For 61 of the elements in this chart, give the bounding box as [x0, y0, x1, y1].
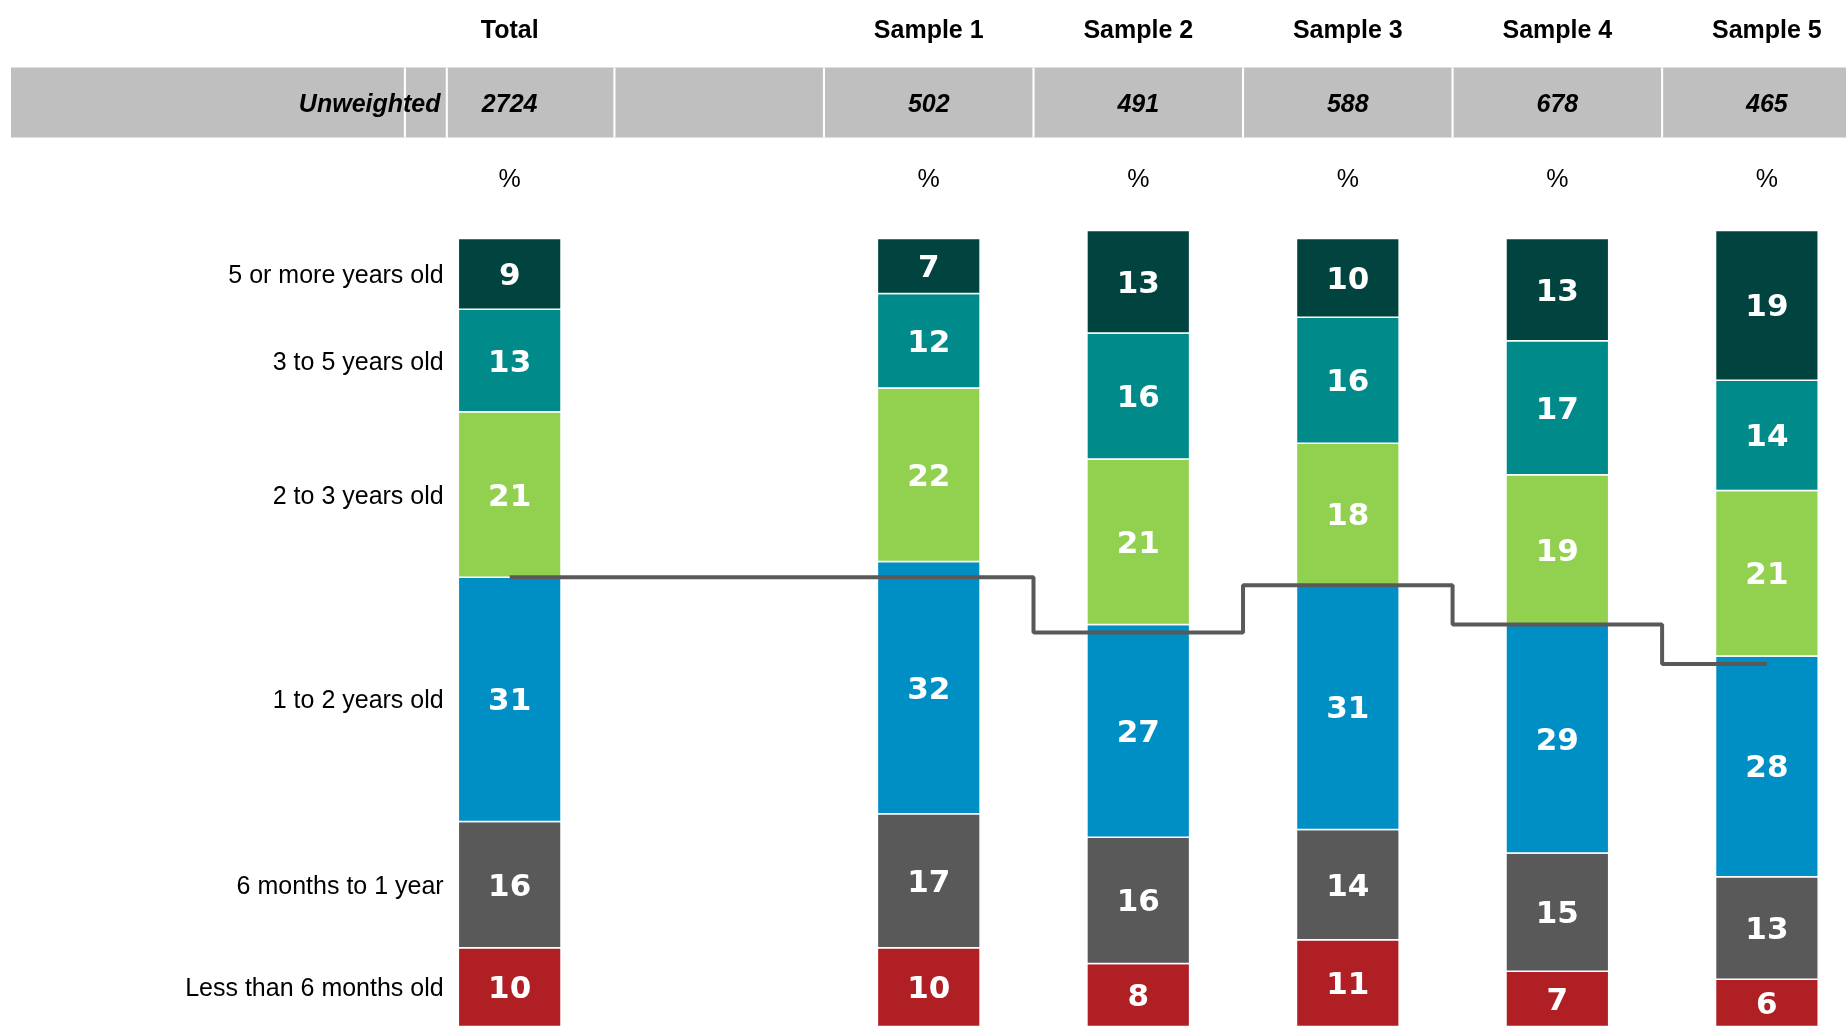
- data-label: 16: [1326, 362, 1370, 399]
- series-label: 6 months to 1 year: [236, 870, 444, 899]
- data-label: 8: [1127, 976, 1150, 1013]
- data-label: 11: [1326, 965, 1370, 1002]
- series-label: 1 to 2 years old: [272, 685, 444, 714]
- data-label: 18: [1326, 496, 1370, 533]
- series-label: Less than 6 months old: [185, 973, 444, 1002]
- data-label: 9: [498, 255, 521, 292]
- x-tick-label: Sample 3: [1292, 14, 1403, 43]
- series-label: 5 or more years old: [228, 259, 444, 288]
- text: %: [1336, 163, 1359, 192]
- text: %: [1127, 163, 1150, 192]
- data-label: 21: [1116, 523, 1160, 560]
- data-label: 6: [1756, 984, 1778, 1021]
- y-axis-title: %: [498, 163, 521, 192]
- data-label: 16: [1116, 882, 1160, 919]
- text: %: [1755, 163, 1778, 192]
- data-label: 32: [907, 669, 951, 706]
- text: 465: [1745, 88, 1789, 117]
- data-label: 10: [907, 969, 951, 1006]
- text: %: [917, 163, 940, 192]
- data-label: 12: [907, 322, 951, 359]
- x-tick-label: Sample 5: [1711, 14, 1822, 43]
- data-label: 10: [1326, 259, 1370, 296]
- text: 502: [907, 88, 950, 117]
- data-label: 13: [1745, 909, 1789, 946]
- data-label: 17: [1535, 389, 1579, 426]
- x-tick-label: Sample 2: [1083, 14, 1194, 43]
- data-label: 16: [1116, 378, 1160, 414]
- data-label: 14: [1745, 417, 1789, 454]
- data-label: 15: [1535, 894, 1579, 931]
- data-label: 28: [1745, 748, 1789, 785]
- data-label: 19: [1535, 531, 1579, 568]
- data-label: 27: [1116, 712, 1160, 749]
- data-label: 16: [488, 866, 532, 903]
- text: 588: [1326, 88, 1369, 117]
- data-label: 13: [1535, 271, 1579, 308]
- x-tick-label: Sample 4: [1502, 14, 1613, 43]
- data-label: 10: [488, 969, 532, 1006]
- data-label: 14: [1326, 866, 1370, 903]
- series-label: 2 to 3 years old: [272, 480, 444, 509]
- data-label: 7: [917, 247, 940, 284]
- text: 678: [1536, 88, 1579, 117]
- series-label: 3 to 5 years old: [272, 346, 444, 375]
- data-label: 29: [1535, 720, 1579, 757]
- text: 2724: [480, 88, 538, 117]
- text: %: [1546, 163, 1569, 192]
- data-label: 13: [488, 342, 532, 379]
- x-tick-label: Total: [480, 14, 539, 43]
- x-tick-label: Sample 1: [873, 14, 984, 43]
- data-label: 31: [488, 681, 532, 718]
- data-label: 31: [1326, 689, 1370, 726]
- text: Unweighted: [298, 88, 442, 117]
- data-label: 19: [1745, 287, 1789, 324]
- data-label: 7: [1546, 980, 1569, 1017]
- data-label: 17: [907, 862, 951, 899]
- text: 491: [1116, 88, 1160, 117]
- data-label: 21: [488, 476, 532, 513]
- data-label: 22: [907, 456, 951, 493]
- data-label: 13: [1116, 263, 1160, 300]
- data-label: 21: [1745, 555, 1789, 592]
